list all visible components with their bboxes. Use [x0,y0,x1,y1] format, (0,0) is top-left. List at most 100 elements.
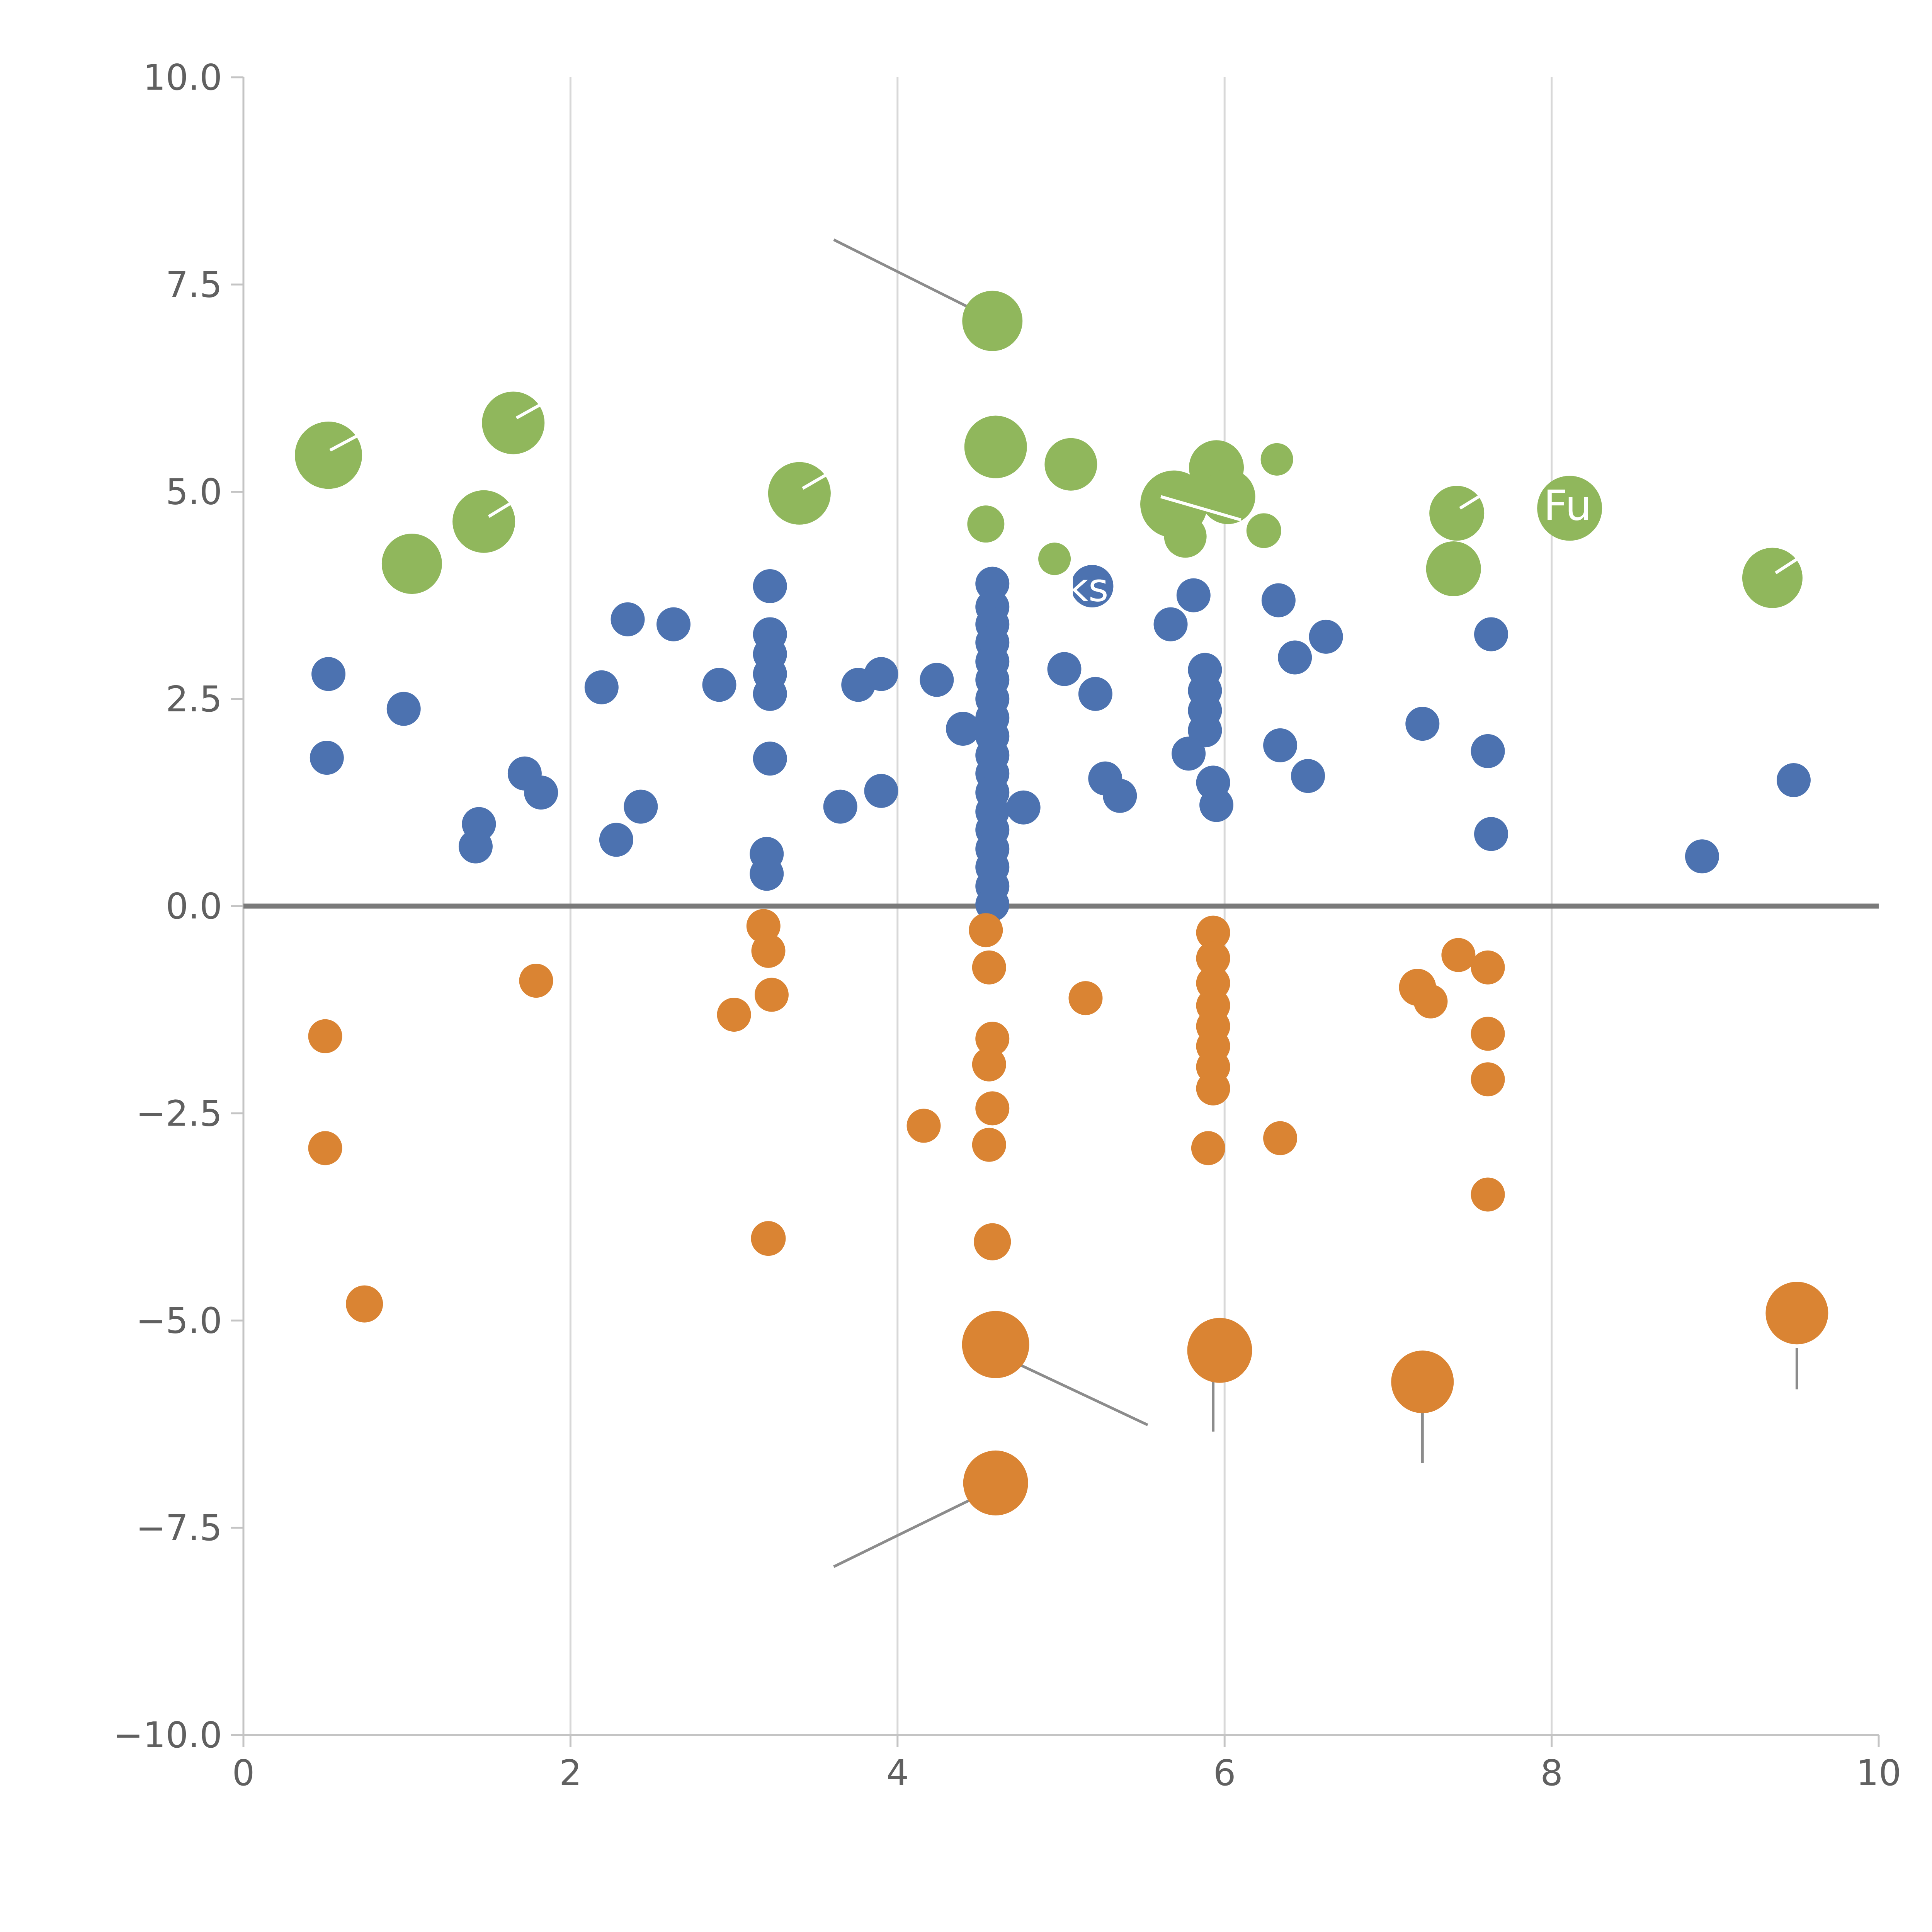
data-point-blue [702,668,736,702]
data-point-orange [1391,1350,1454,1413]
y-tick-label: −10.0 [113,1714,222,1756]
x-tick-label: 2 [559,1752,582,1794]
data-point-green [1260,443,1293,476]
data-point-green [1429,486,1485,541]
white-mark-line [1160,495,1242,522]
data-point-blue [753,742,787,776]
data-point-blue [1103,779,1137,813]
data-point-orange [1471,1177,1505,1212]
data-point-blue [975,887,1010,922]
data-point-orange [972,1128,1006,1162]
data-point-blue [624,789,658,824]
data-point-orange [308,1131,342,1165]
data-point-green [964,415,1027,478]
data-point-green [482,391,545,454]
white-mark-line [515,397,552,420]
data-point-orange [1471,1017,1505,1051]
y-tick-label: −7.5 [136,1507,222,1549]
data-point-blue [946,711,980,746]
y-tick-label: 10.0 [143,57,222,98]
data-point-blue [1776,763,1811,797]
data-point-orange [1191,1131,1225,1165]
data-point-orange [969,913,1003,947]
data-point-blue [753,677,787,711]
data-point-blue [864,774,898,808]
data-point-green [1426,541,1481,596]
data-point-blue [386,692,421,726]
data-point-blue [864,657,898,691]
data-point-blue [753,569,787,604]
y-tick-label: 5.0 [166,471,222,513]
y-tick-label: 7.5 [166,264,222,305]
data-point-orange [346,1285,383,1323]
data-point-blue [920,663,954,697]
y-tick-label: 2.5 [166,679,222,720]
data-point-orange [1187,1318,1252,1383]
data-point-blue [458,829,493,864]
x-tick-label: 6 [1213,1752,1236,1794]
y-tick-label: −2.5 [136,1093,222,1134]
data-point-orange [972,950,1006,985]
data-point-orange [1263,1121,1298,1155]
data-point-blue [1309,619,1343,654]
data-point-orange [972,1047,1006,1082]
data-point-green [1044,438,1097,491]
data-point-orange [963,1450,1028,1515]
data-point-orange [1196,1071,1230,1105]
data-point-orange [906,1109,941,1143]
white-mark-line [802,467,838,490]
data-point-blue [750,857,784,891]
data-point-green [1246,513,1281,548]
data-point-blue [1153,607,1188,641]
data-point-blue [1685,839,1719,874]
data-point-green [381,534,442,594]
data-point-blue [1071,565,1114,608]
data-point-blue [823,789,857,824]
data-point-blue [311,657,346,691]
data-point-blue [1278,640,1312,675]
white-mark-line [329,432,362,452]
data-point-orange [1471,950,1505,985]
data-point-orange [975,1022,1010,1056]
data-point-blue [1474,817,1509,851]
y-tick-label: −5.0 [136,1300,222,1342]
data-point-orange [1196,915,1230,950]
data-point-blue [524,776,558,810]
data-point-green [1742,548,1803,608]
white-mark-line [1775,553,1806,575]
data-point-blue [611,602,645,636]
annotation-leader-line [833,238,970,309]
data-point-green [962,291,1023,351]
data-point-blue [1263,728,1298,762]
data-point-blue [656,607,691,641]
data-point-orange [751,934,786,968]
data-point-orange [1196,941,1230,976]
data-point-orange [1068,981,1103,1015]
data-point-blue [1078,677,1112,711]
data-point-blue [1261,583,1296,617]
data-point-blue [1176,578,1211,612]
data-point-green [452,490,515,553]
data-point-green [967,505,1005,543]
white-mark-line [488,495,522,518]
data-point-blue [1291,759,1325,793]
data-point-orange [1413,984,1448,1019]
data-point-blue [1047,652,1082,686]
data-point-blue [599,823,633,857]
data-point-green [295,422,362,489]
data-point-orange [1471,1062,1505,1097]
data-point-blue [1471,734,1505,768]
data-point-blue [1474,617,1509,651]
white-mark-line [1459,488,1490,510]
data-point-blue [1006,790,1041,825]
data-point-green [1164,515,1207,558]
data-point-green [1537,476,1602,541]
data-point-green [1038,543,1071,575]
y-tick-label: 0.0 [166,886,222,927]
data-point-orange [754,978,789,1012]
annotation-label: Fu [1543,481,1592,530]
x-tick-label: 10 [1856,1752,1901,1794]
data-point-green [1200,469,1255,524]
